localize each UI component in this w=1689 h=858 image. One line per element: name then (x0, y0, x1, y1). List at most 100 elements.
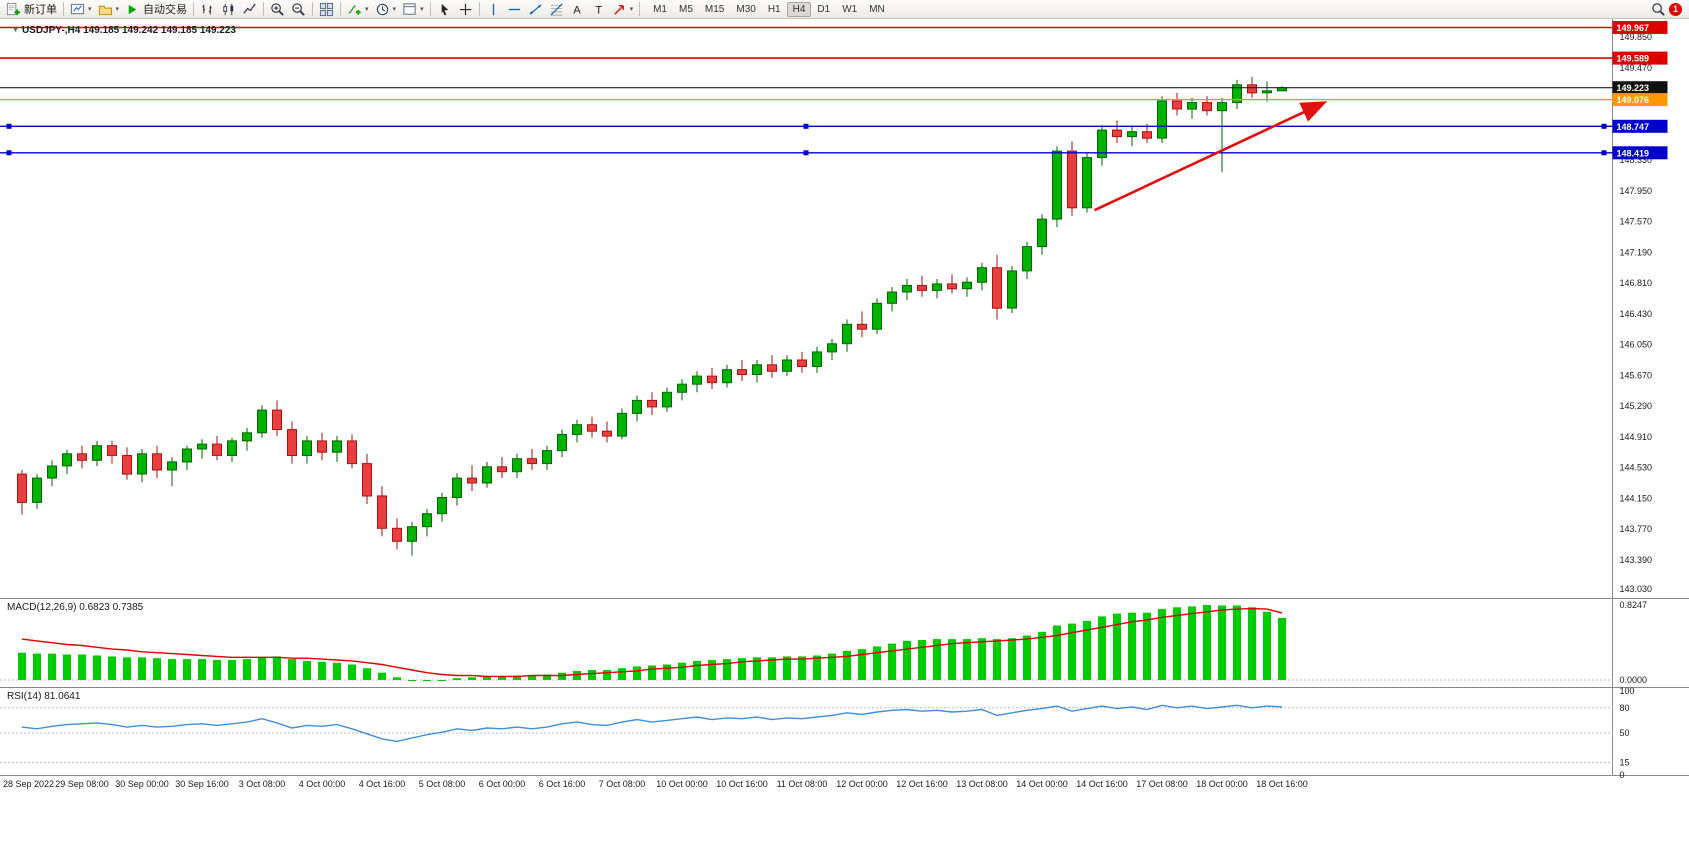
svg-text:100: 100 (1620, 686, 1635, 696)
templates-button[interactable]: ▾ (399, 1, 427, 17)
candlestick-series (17, 76, 1287, 556)
cursor-icon (441, 3, 448, 15)
svg-text:17 Oct 08:00: 17 Oct 08:00 (1136, 779, 1188, 789)
indicators-icon (348, 4, 361, 15)
auto-trading-icon (128, 4, 137, 14)
new-order-icon (6, 2, 21, 15)
text-tool-button[interactable]: A (567, 1, 588, 17)
svg-text:143.030: 143.030 (1620, 584, 1653, 594)
svg-text:0.8247: 0.8247 (1620, 600, 1648, 610)
svg-text:A: A (573, 4, 581, 16)
crosshair-button[interactable] (455, 1, 476, 17)
auto-trading-button[interactable]: 自动交易 (122, 1, 190, 17)
search-icon (1652, 2, 1665, 16)
svg-text:149.223: 149.223 (1617, 83, 1650, 93)
profiles-button[interactable]: ▾ (95, 1, 123, 17)
clock-icon (376, 3, 388, 15)
svg-text:13 Oct 08:00: 13 Oct 08:00 (956, 779, 1008, 789)
svg-text:0: 0 (1620, 770, 1625, 780)
svg-text:148.330: 148.330 (1620, 155, 1653, 165)
search-button[interactable] (1648, 1, 1669, 17)
svg-text:149.967: 149.967 (1617, 23, 1650, 33)
new-order-button[interactable]: 新订单 (3, 1, 60, 17)
svg-text:144.530: 144.530 (1620, 463, 1653, 473)
svg-text:12 Oct 00:00: 12 Oct 00:00 (836, 779, 888, 789)
fibonacci-tool-button[interactable] (546, 1, 567, 17)
svg-text:6 Oct 00:00: 6 Oct 00:00 (479, 779, 526, 789)
svg-text:12 Oct 16:00: 12 Oct 16:00 (896, 779, 948, 789)
new-chart-button[interactable]: ▾ (67, 1, 95, 17)
line-chart-mode-button[interactable] (239, 1, 260, 17)
line-handle[interactable] (1601, 150, 1607, 156)
vertical-line-tool-button[interactable] (483, 1, 504, 17)
svg-text:T: T (595, 4, 602, 16)
svg-text:147.950: 147.950 (1620, 186, 1653, 196)
new-order-label: 新订单 (24, 4, 57, 16)
horizontal-line-objects (0, 26, 1613, 156)
svg-text:50: 50 (1620, 728, 1630, 738)
timeframe-button-mn[interactable]: MN (869, 3, 885, 15)
candlestick-mode-button[interactable] (218, 1, 239, 17)
zoom-in-button[interactable] (267, 1, 288, 17)
svg-text:143.770: 143.770 (1620, 524, 1653, 534)
macd-signal-line (21, 607, 1283, 678)
svg-text:149.850: 149.850 (1620, 32, 1653, 42)
bar-chart-mode-button[interactable] (197, 1, 218, 17)
timeframe-group: M1 M5 M15 M30 H1 H4 D1 W1 MN (647, 1, 891, 17)
timeframe-button-d1[interactable]: D1 (817, 3, 831, 15)
horizontal-line-tool-button[interactable] (504, 1, 525, 17)
rsi-panel: 100 80 50 15 0 (0, 686, 1635, 780)
svg-text:28 Sep 2022: 28 Sep 2022 (3, 779, 54, 789)
trendline-tool-button[interactable] (525, 1, 546, 17)
chart-window: 149.850 149.470 148.330 147.950 147.570 147.1… (0, 19, 1689, 858)
svg-text:80: 80 (1620, 703, 1630, 713)
trend-arrow[interactable] (1093, 101, 1328, 212)
price-label-149.076: 149.076 (1612, 93, 1668, 107)
svg-text:147.570: 147.570 (1620, 217, 1653, 227)
line-handle[interactable] (803, 150, 809, 156)
new-chart-icon (70, 3, 85, 14)
horizontal-line-icon (508, 8, 520, 10)
separator (312, 2, 314, 16)
tile-windows-icon (319, 2, 334, 16)
line-handle[interactable] (803, 123, 809, 129)
indicators-button[interactable]: ▾ (344, 1, 372, 17)
timeframe-button-m5[interactable]: M5 (679, 3, 693, 15)
time-axis: 28 Sep 2022 29 Sep 08:00 30 Sep 00:00 30 Se… (3, 779, 1308, 789)
cursor-button[interactable] (434, 1, 455, 17)
zoom-out-button[interactable] (288, 1, 309, 17)
arrows-tool-button[interactable]: ▾ (609, 1, 637, 17)
notification-badge[interactable]: 1 (1669, 2, 1682, 16)
timeframe-button-h4[interactable]: H4 (786, 1, 812, 17)
separator (193, 2, 195, 16)
svg-text:144.150: 144.150 (1620, 493, 1653, 503)
rsi-line (21, 704, 1283, 743)
timeframe-button-m30[interactable]: M30 (736, 3, 756, 15)
timeframe-button-h1[interactable]: H1 (767, 3, 781, 15)
chart-canvas[interactable]: 149.850 149.470 148.330 147.950 147.570 147.1… (0, 19, 1689, 858)
text-label-icon: T (595, 4, 602, 16)
line-handle[interactable] (1601, 123, 1607, 129)
separator (478, 2, 480, 16)
tile-windows-button[interactable] (316, 1, 337, 17)
timeframe-button-m1[interactable]: M1 (653, 3, 667, 15)
zoom-in-icon (271, 2, 284, 16)
svg-text:18 Oct 00:00: 18 Oct 00:00 (1196, 779, 1248, 789)
caret-icon: ▾ (392, 6, 397, 13)
price-line-labels: 149.967 149.589 149.223 149.076 148.747 148.4… (1612, 21, 1668, 160)
fibonacci-icon (550, 2, 563, 16)
line-handle[interactable] (6, 123, 12, 129)
timeframe-button-m15[interactable]: M15 (704, 3, 725, 15)
svg-text:10 Oct 16:00: 10 Oct 16:00 (716, 779, 768, 789)
svg-text:149.076: 149.076 (1617, 95, 1650, 105)
svg-text:4 Oct 00:00: 4 Oct 00:00 (299, 779, 346, 789)
price-label-149.589: 149.589 (1612, 51, 1668, 65)
trendline-icon (529, 3, 542, 15)
periods-button[interactable]: ▾ (372, 1, 400, 17)
profiles-folder-icon (98, 5, 112, 15)
line-handle[interactable] (6, 150, 12, 156)
svg-text:11 Oct 08:00: 11 Oct 08:00 (777, 779, 828, 789)
timeframe-button-w1[interactable]: W1 (842, 3, 858, 15)
price-label-149.223: 149.223 (1612, 81, 1668, 95)
text-label-tool-button[interactable]: T (588, 1, 609, 17)
